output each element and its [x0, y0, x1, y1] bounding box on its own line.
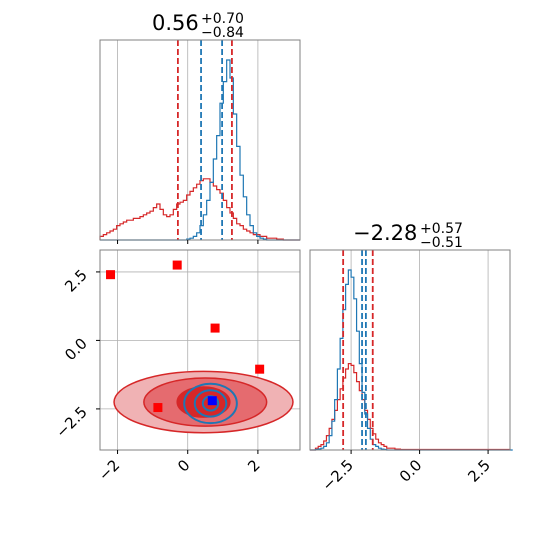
scatter-marker-red — [172, 260, 182, 270]
scatter-marker-red — [106, 270, 116, 280]
tick-label-x-param1: 2 — [244, 456, 263, 475]
title-param2-value: −2.28 — [353, 221, 417, 245]
frame-param2-hist — [309, 249, 511, 451]
title-param1-plus: +0.70 — [201, 11, 244, 27]
title-param1-value: 0.56 — [152, 11, 199, 35]
tick-label-y-param2: −2.5 — [52, 403, 90, 441]
tick-label-y-param2: 0.0 — [61, 335, 91, 365]
scatter-marker-red — [255, 364, 265, 374]
title-param1-minus: −0.84 — [201, 25, 244, 41]
scatter-marker-red — [153, 403, 163, 413]
scatter-marker-blue — [207, 396, 217, 406]
frame-param1-hist — [99, 39, 301, 241]
tick-label-y-param2: 2.5 — [61, 266, 91, 296]
title-param2-minus: −0.51 — [420, 235, 463, 251]
tick-label-x-param2: 2.5 — [464, 456, 494, 486]
tick-label-x-param1: 0 — [174, 456, 193, 475]
hist-param2-blue-series — [310, 269, 513, 451]
tick-label-x-param1: −2 — [95, 456, 123, 484]
title-param2-plus: +0.57 — [420, 221, 463, 237]
tick-label-x-param2: 0.0 — [396, 456, 426, 486]
tick-label-x-param2: −2.5 — [318, 456, 356, 494]
hist-param1-red-series — [99, 178, 300, 241]
contour-blue-outer — [183, 382, 238, 425]
hist-param2-red-series — [310, 363, 511, 451]
frame-2d-hist — [99, 249, 301, 451]
scatter-marker-red — [210, 323, 220, 333]
hist-param1-blue-series — [100, 59, 300, 241]
contour-blue-mid — [193, 389, 228, 418]
